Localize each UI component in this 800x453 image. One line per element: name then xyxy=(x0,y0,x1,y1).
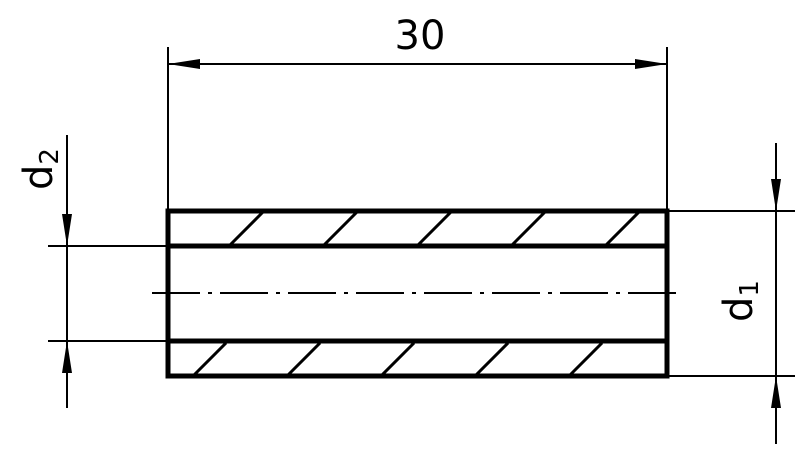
outer-diameter-label: d1 xyxy=(716,280,765,322)
inner-diameter-label: d2 xyxy=(16,148,65,190)
outer-diameter-subscript: 1 xyxy=(735,280,765,297)
svg-text:d1: d1 xyxy=(716,280,765,322)
length-dimension xyxy=(167,47,668,211)
inner-diameter-subscript: 2 xyxy=(35,148,65,165)
bottom-wall-hatching xyxy=(191,343,604,376)
length-dimension-value: 30 xyxy=(395,13,446,59)
top-wall-hatching xyxy=(227,211,642,246)
outer-diameter-dimension xyxy=(667,143,795,444)
inner-diameter-dimension xyxy=(48,135,168,408)
inner-diameter-symbol: d xyxy=(16,165,62,190)
svg-text:d2: d2 xyxy=(16,148,65,190)
outer-diameter-symbol: d xyxy=(716,297,762,322)
